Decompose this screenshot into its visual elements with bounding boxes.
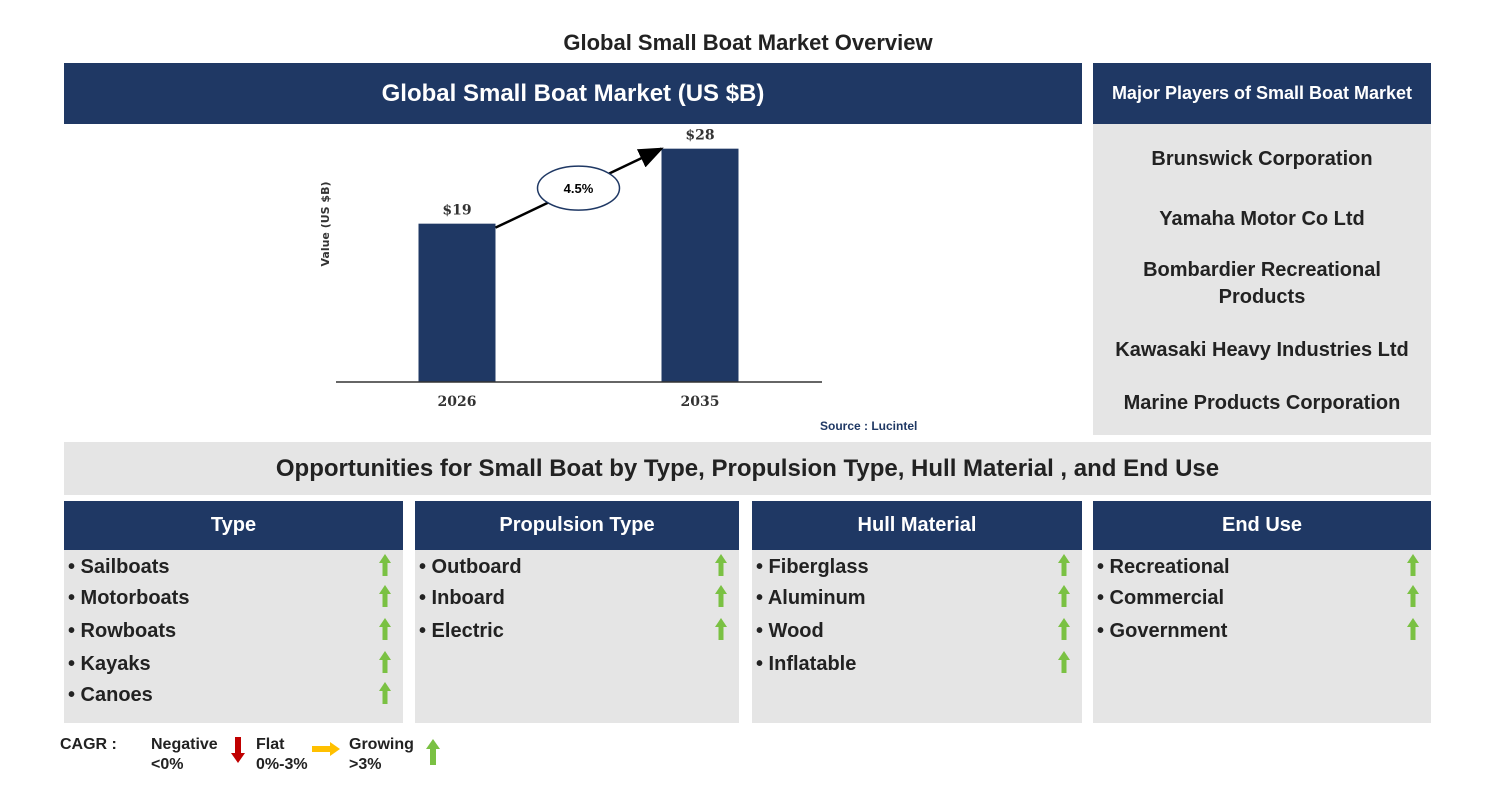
segment-header: Hull Material [752, 501, 1082, 550]
up-arrow-icon [1058, 618, 1070, 640]
data-label: $28 [685, 128, 714, 144]
segment-item: • Canoes [68, 684, 153, 706]
page-title: Global Small Boat Market Overview [563, 30, 933, 55]
legend-flat-range: 0%-3% [256, 756, 308, 773]
legend-flat: Flat 0%-3% [256, 735, 308, 775]
segment-item: • Inflatable [756, 653, 857, 675]
up-arrow-icon [379, 585, 391, 607]
segment-header: End Use [1093, 501, 1431, 550]
bar-2026 [418, 223, 496, 382]
market-bar-chart: $19 2026 $28 2035 Value (US $B) 4.5% [319, 128, 822, 410]
segment-item: • Government [1097, 620, 1228, 642]
segment-body [64, 550, 403, 723]
segment-item: • Outboard [419, 556, 522, 578]
segment-body [415, 550, 739, 723]
segment-item: • Electric [419, 620, 504, 642]
up-arrow-icon [379, 682, 391, 704]
up-arrow-icon [379, 554, 391, 576]
x-tick-label: 2026 [438, 394, 477, 410]
up-arrow-icon [1058, 554, 1070, 576]
segment-item: • Sailboats [68, 556, 170, 578]
up-arrow-icon [1058, 651, 1070, 673]
players-list: Brunswick Corporation Yamaha Motor Co Lt… [1093, 124, 1431, 435]
player-item: Brunswick Corporation [1151, 148, 1373, 170]
legend-growing-name: Growing [349, 736, 414, 753]
up-arrow-icon [715, 554, 727, 576]
up-arrow-icon [379, 618, 391, 640]
player-item: Kawasaki Heavy Industries Ltd [1115, 339, 1409, 361]
up-arrow-icon [379, 651, 391, 673]
legend-growing-range: >3% [349, 756, 382, 773]
cagr-bubble [536, 165, 621, 211]
up-arrow-icon [715, 585, 727, 607]
cagr-label: 4.5% [564, 181, 594, 196]
segment-item: • Rowboats [68, 620, 177, 642]
segment-item: • Inboard [419, 587, 505, 609]
segment-body [1093, 550, 1431, 723]
segment-type: Type • Sailboats • Motorboats • Rowboats • K… [64, 501, 403, 723]
down-arrow-icon [231, 737, 245, 763]
segment-body [752, 550, 1082, 723]
up-arrow-icon [715, 618, 727, 640]
segment-item: • Fiberglass [756, 556, 869, 578]
segment-item: • Motorboats [68, 587, 190, 609]
up-arrow-icon [1407, 554, 1419, 576]
legend-negative-name: Negative [151, 736, 218, 753]
legend-negative-range: <0% [151, 756, 184, 773]
opportunities-title: Opportunities for Small Boat by Type, Pr… [64, 442, 1431, 495]
right-arrow-icon [312, 742, 340, 756]
segment-item: • Commercial [1097, 587, 1225, 609]
segment-end-use: End Use • Recreational • Commercial • Gover… [1093, 501, 1431, 723]
player-item: Marine Products Corporation [1123, 392, 1401, 414]
legend-label: CAGR : [60, 736, 117, 753]
up-arrow-icon [1058, 585, 1070, 607]
legend-negative: Negative <0% [151, 735, 218, 775]
up-arrow-icon [1407, 585, 1419, 607]
x-tick-label: 2035 [681, 394, 720, 410]
segment-propulsion-type: Propulsion Type • Outboard • Inboard • Elec… [415, 501, 739, 723]
up-arrow-icon [1407, 618, 1419, 640]
bar-2035 [661, 148, 739, 382]
segment-item: • Kayaks [68, 653, 151, 675]
segment-header: Propulsion Type [415, 501, 739, 550]
segment-hull-material: Hull Material • Fiberglass • Aluminum • Woo… [752, 501, 1082, 723]
data-label: $19 [442, 203, 471, 219]
segment-header: Type [64, 501, 403, 550]
players-header: Major Players of Small Boat Market [1093, 63, 1431, 124]
segment-item: • Wood [756, 620, 824, 642]
source-note: Source : Lucintel [820, 419, 918, 433]
segment-item: • Aluminum [756, 587, 866, 609]
y-axis-label: Value (US $B) [319, 181, 332, 266]
segment-item: • Recreational [1097, 556, 1230, 578]
chart-panel-header: Global Small Boat Market (US $B) [64, 63, 1082, 124]
player-item: Yamaha Motor Co Ltd [1159, 208, 1365, 230]
player-item: Bombardier Recreational Products [1143, 259, 1381, 308]
legend-growing: Growing >3% [349, 735, 414, 775]
up-arrow-icon [426, 739, 440, 765]
legend-flat-name: Flat [256, 736, 285, 753]
